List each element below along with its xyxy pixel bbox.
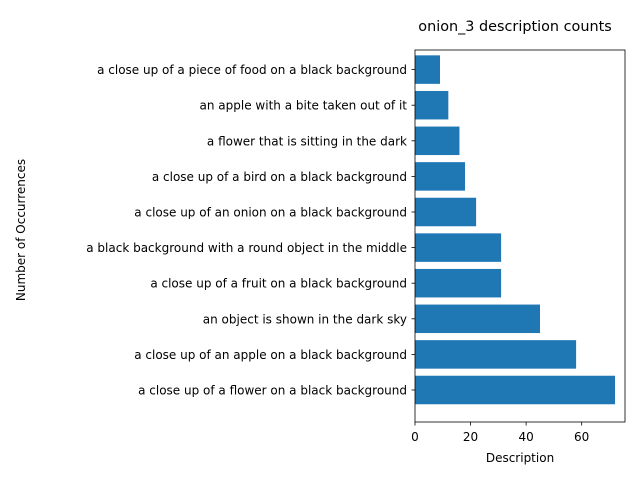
x-tick-label: 40 [518, 430, 533, 444]
y-tick-label: an apple with a bite taken out of it [200, 99, 408, 113]
y-tick-label: a close up of a bird on a black backgrou… [152, 170, 407, 184]
x-tick-label: 20 [463, 430, 478, 444]
x-axis-label: Description [486, 451, 554, 465]
y-tick-label: an object is shown in the dark sky [203, 312, 407, 326]
y-ticks-group: a close up of a flower on a black backgr… [86, 63, 415, 398]
bar [415, 162, 465, 191]
bars-group [415, 55, 615, 405]
bar [415, 233, 502, 262]
x-tick-label: 0 [411, 430, 419, 444]
plot-area-frame [414, 49, 626, 423]
bar [415, 55, 440, 84]
x-tick-label: 60 [574, 430, 589, 444]
y-tick-label: a black background with a round object i… [86, 241, 407, 255]
y-tick-label: a close up of an onion on a black backgr… [134, 206, 407, 220]
y-tick-label: a close up of a fruit on a black backgro… [150, 277, 407, 291]
axes-spines [414, 49, 626, 423]
bar [415, 197, 477, 227]
y-tick-label: a close up of a piece of food on a black… [97, 63, 407, 77]
chart-title: onion_3 description counts [418, 19, 611, 35]
y-axis-label: Number of Occurrences [14, 159, 28, 301]
bar [415, 126, 460, 156]
bar [415, 304, 540, 334]
y-tick-label: a flower that is sitting in the dark [207, 134, 407, 148]
bar [415, 268, 502, 298]
bar [415, 90, 449, 120]
bar [415, 375, 615, 405]
y-tick-label: a close up of a flower on a black backgr… [138, 384, 407, 398]
y-tick-label: a close up of an apple on a black backgr… [134, 348, 407, 362]
bar [415, 340, 577, 369]
x-ticks-group: 0 20 40 60 [411, 422, 589, 444]
